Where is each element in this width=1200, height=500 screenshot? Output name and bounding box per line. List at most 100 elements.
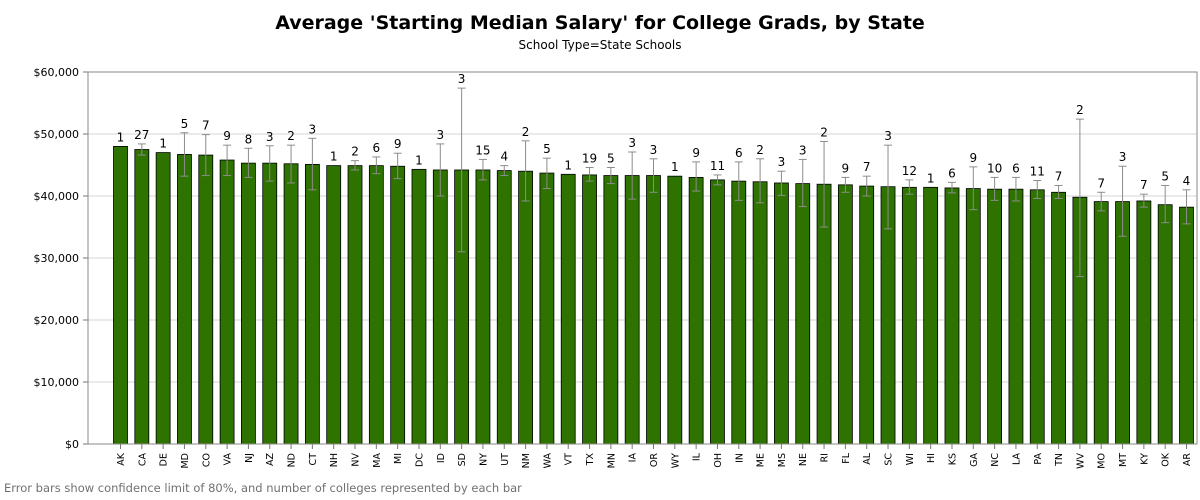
error-bar	[180, 132, 189, 177]
x-tick-label: CT	[308, 453, 319, 466]
count-label: 4	[500, 150, 508, 164]
error-bar	[1033, 180, 1042, 199]
count-label: 5	[181, 117, 189, 131]
bar-ks	[944, 187, 960, 445]
count-label: 1	[671, 160, 679, 174]
bar-de	[155, 152, 171, 445]
y-tick-label: $20,000	[34, 314, 80, 327]
x-tick-label: WV	[1075, 453, 1086, 469]
error-bar	[372, 156, 381, 175]
y-tick-label: $10,000	[34, 376, 80, 389]
error-bar	[820, 140, 829, 228]
bar-al	[859, 185, 875, 445]
error-bar	[223, 144, 232, 177]
x-tick-label: AK	[116, 452, 127, 465]
bar-vt	[560, 173, 576, 445]
count-label: 1	[927, 171, 935, 185]
chart-subtitle: School Type=State Schools	[518, 38, 682, 52]
bar-id	[432, 169, 448, 445]
count-label: 3	[628, 136, 636, 150]
x-tick-label: NJ	[244, 453, 255, 463]
count-label: 3	[458, 72, 466, 86]
count-label: 9	[223, 129, 231, 143]
x-tick-label: MA	[372, 453, 383, 468]
bar-ct	[304, 163, 320, 445]
count-label: 2	[287, 129, 295, 143]
error-bar	[137, 143, 146, 156]
x-tick-label: LA	[1011, 453, 1022, 466]
x-tick-label: IA	[628, 453, 639, 463]
chart-footnote: Error bars show confidence limit of 80%,…	[4, 481, 522, 495]
error-bar	[969, 166, 978, 211]
x-tick-label: MO	[1097, 453, 1108, 469]
bar-ok	[1157, 204, 1173, 445]
bar-la	[1008, 188, 1024, 445]
count-label: 3	[778, 155, 786, 169]
bar-ny	[475, 169, 491, 445]
x-tick-label: NV	[351, 453, 362, 467]
x-tick-label: ID	[436, 453, 447, 463]
error-bar	[862, 175, 871, 197]
x-tick-label: IL	[692, 452, 703, 461]
x-tick-label: NE	[798, 453, 809, 466]
error-bar	[990, 176, 999, 201]
error-bar	[1054, 184, 1063, 199]
count-label: 5	[607, 151, 615, 165]
count-label: 11	[710, 159, 725, 173]
plot-frame	[87, 71, 1198, 445]
bar-tn	[1051, 191, 1066, 445]
count-label: 6	[1012, 161, 1020, 175]
error-bar	[777, 170, 786, 196]
error-bar	[734, 161, 743, 201]
count-label: 15	[475, 143, 490, 157]
error-bar	[692, 161, 701, 192]
bar-me	[752, 181, 768, 445]
count-label: 4	[1183, 174, 1191, 188]
bar-ut	[496, 170, 512, 445]
error-bar	[1011, 176, 1020, 202]
count-label: 5	[543, 142, 551, 156]
error-bar	[905, 179, 914, 195]
error-bar	[1118, 165, 1127, 237]
x-tick-label: NC	[990, 453, 1001, 467]
bar-nd	[283, 163, 299, 445]
x-tick-label: SD	[457, 453, 468, 466]
bar-hi	[923, 186, 939, 445]
bar-ky	[1136, 200, 1152, 445]
y-tick-label: $30,000	[34, 252, 80, 265]
bar-ia	[624, 175, 640, 445]
error-bar	[649, 158, 658, 193]
bar-oh	[710, 179, 725, 445]
bar-nc	[987, 188, 1003, 445]
x-tick-label: KS	[947, 453, 958, 465]
x-tick-label: ND	[287, 453, 298, 467]
x-tick-label: SC	[884, 453, 895, 466]
count-label: 3	[1119, 150, 1127, 164]
x-tick-label: WY	[670, 453, 681, 468]
count-label: 7	[1055, 169, 1063, 183]
bar-fl	[837, 184, 853, 445]
count-label: 1	[564, 158, 572, 172]
x-tick-label: UT	[500, 453, 511, 466]
x-tick-label: NM	[521, 453, 532, 468]
bar-ca	[134, 149, 150, 445]
error-bar	[947, 181, 956, 194]
bar-md	[177, 154, 192, 445]
x-tick-label: MD	[180, 453, 191, 469]
count-label: 12	[902, 164, 917, 178]
x-tick-label: VA	[223, 452, 234, 465]
bar-mo	[1093, 201, 1109, 445]
bar-mt	[1115, 201, 1130, 445]
y-tick-label: $50,000	[34, 128, 80, 141]
error-bar	[265, 145, 274, 182]
count-label: 27	[134, 128, 149, 142]
bar-ma	[368, 165, 384, 445]
error-bar	[436, 143, 445, 197]
x-tick-label: MS	[777, 453, 788, 467]
bar-nm	[518, 170, 533, 445]
count-label: 9	[692, 146, 700, 160]
count-label: 9	[969, 151, 977, 165]
error-bar	[287, 144, 296, 184]
x-tick-label: MN	[606, 453, 617, 468]
